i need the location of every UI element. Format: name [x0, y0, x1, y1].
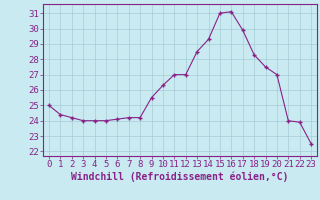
X-axis label: Windchill (Refroidissement éolien,°C): Windchill (Refroidissement éolien,°C) — [71, 172, 289, 182]
